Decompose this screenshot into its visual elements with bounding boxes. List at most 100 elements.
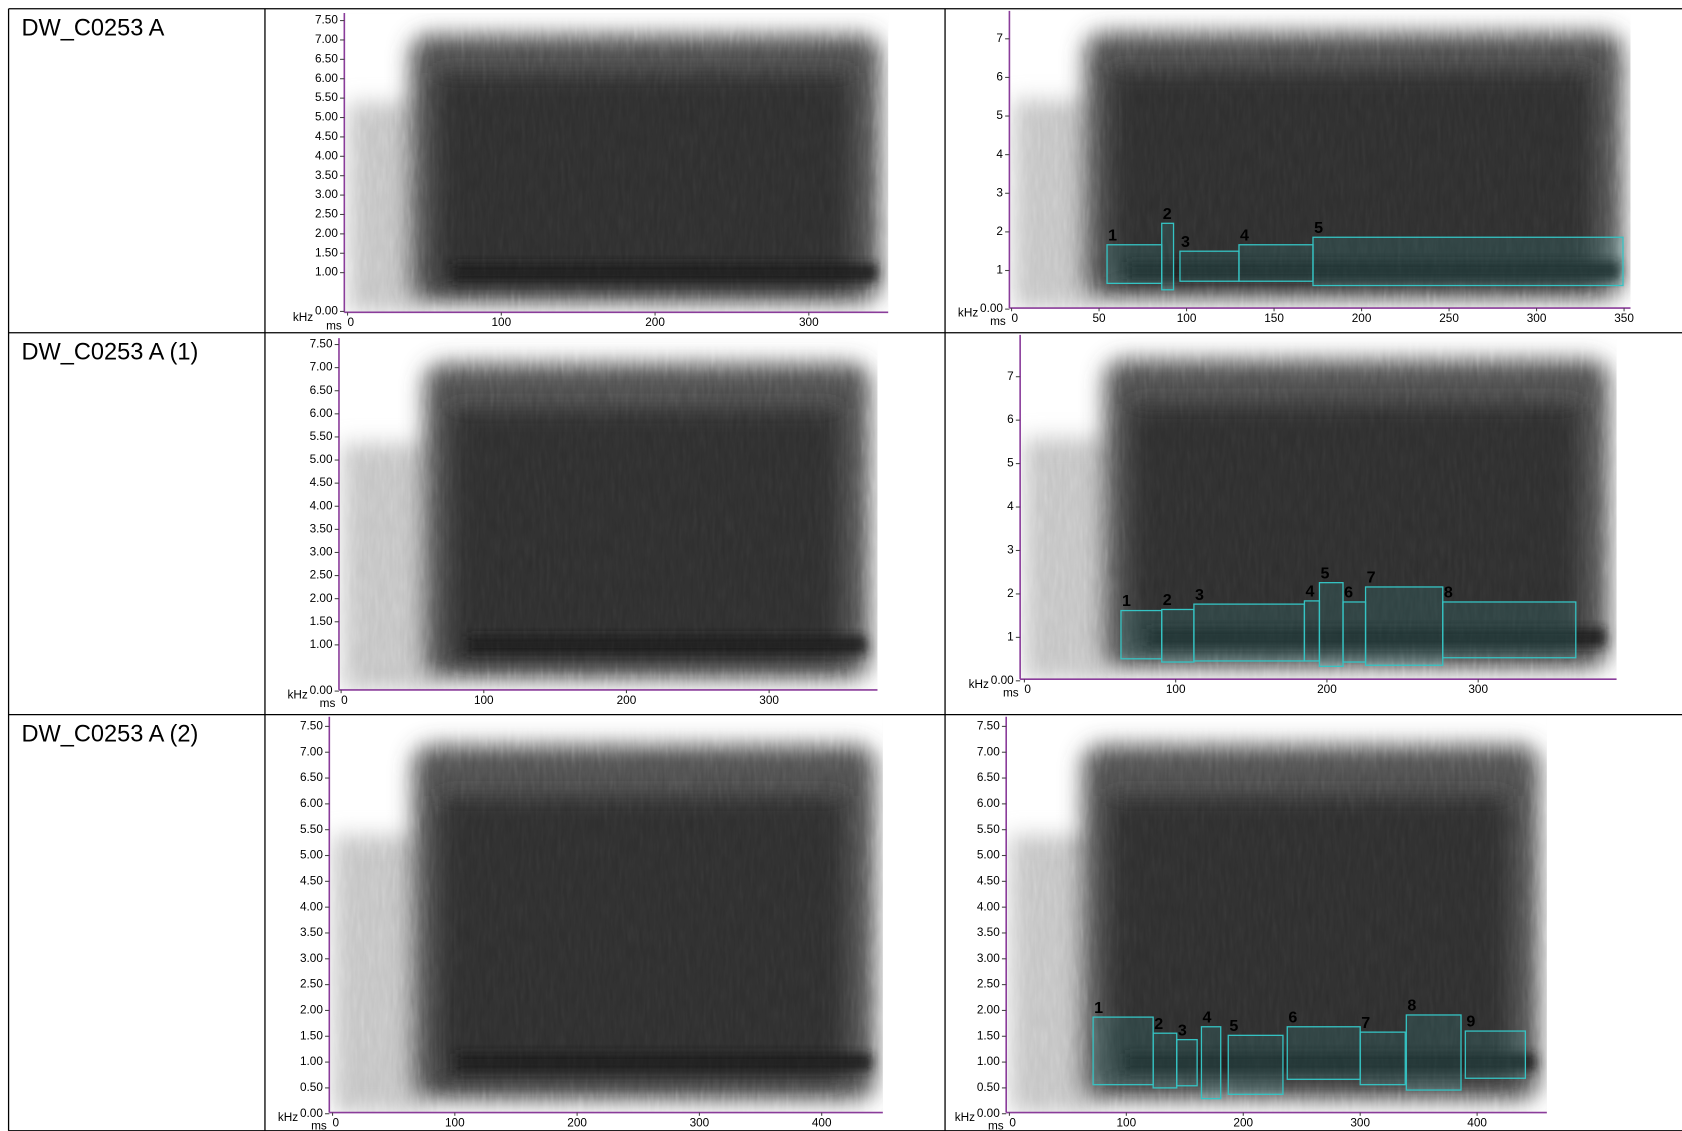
y-tick-label: 2.00	[300, 1004, 323, 1017]
x-tick-label: 300	[759, 694, 779, 707]
y-tick-label: 1.50	[300, 1029, 323, 1042]
x-tick-label: 200	[1233, 1116, 1253, 1129]
y-tick-label: 4	[1007, 500, 1014, 513]
y-tick-label: 0.50	[300, 1081, 323, 1094]
y-tick-label: 7.00	[977, 745, 1000, 758]
y-tick-label: 4.50	[310, 476, 333, 489]
segment-box	[1312, 236, 1624, 287]
y-tick-label: 4.00	[315, 149, 338, 162]
x-tick-label: 100	[1177, 312, 1197, 325]
segment-label: 5	[1314, 219, 1323, 237]
y-tick-label: 0.50	[977, 1081, 1000, 1094]
y-tick-label: 5.00	[300, 849, 323, 862]
y-tick-label: 4.50	[300, 874, 323, 887]
segment-box	[1161, 222, 1175, 291]
y-tick-label: 3.50	[315, 169, 338, 182]
x-tick-label: 200	[645, 316, 665, 329]
x-tick-label: 250	[1439, 312, 1459, 325]
segment-box	[1193, 603, 1306, 662]
y-tick-label: 4	[996, 148, 1003, 161]
x-tick-label: 400	[1467, 1116, 1487, 1129]
row-label: DW_C0253 A	[21, 15, 164, 41]
segment-label: 3	[1195, 586, 1204, 604]
y-tick-label: 6.50	[315, 52, 338, 65]
segment-label: 8	[1407, 997, 1416, 1015]
x-unit: ms	[990, 315, 1006, 328]
y-tick-label: 2.50	[310, 569, 333, 582]
y-tick-label: 7	[996, 32, 1003, 45]
y-tick-label: 1.00	[300, 1055, 323, 1068]
segment-label: 3	[1178, 1021, 1187, 1039]
x-tick-label: 100	[491, 316, 511, 329]
segment-box	[1238, 244, 1314, 282]
x-tick-label: 200	[567, 1116, 587, 1129]
segment-label: 6	[1288, 1008, 1297, 1026]
y-tick-label: 6.00	[300, 797, 323, 810]
y-tick-label: 6.50	[977, 771, 1000, 784]
y-tick-label: 1.00	[977, 1055, 1000, 1068]
spectrogram-panel: 7.50 7.00 6.50 6.00 5.50 5.00 4.50 4.00 3.50 3.00…	[955, 716, 1547, 1131]
y-tick-label: 0.00	[991, 674, 1014, 687]
y-tick-label: 3.00	[300, 952, 323, 965]
row-label: DW_C0253 A (1)	[21, 339, 198, 365]
segment-box	[1318, 582, 1344, 667]
segment-box	[1442, 601, 1577, 659]
y-tick-label: 2.50	[300, 978, 323, 991]
y-tick-label: 2.50	[315, 208, 338, 221]
grain	[345, 13, 889, 313]
y-tick-label: 6	[996, 71, 1003, 84]
y-tick-label: 0.00	[980, 302, 1003, 315]
y-tick-label: 3.00	[315, 188, 338, 201]
y-tick-label: 5.50	[315, 91, 338, 104]
y-tick-label: 2.00	[977, 1004, 1000, 1017]
segment-box	[1359, 1031, 1406, 1086]
x-tick-label: 0	[333, 1116, 340, 1129]
segment-label: 2	[1163, 591, 1172, 609]
segment-box	[1227, 1034, 1284, 1095]
y-tick-label: 7.50	[315, 14, 338, 27]
y-tick-label: 6.00	[310, 407, 333, 420]
x-tick-label: 0	[341, 694, 348, 707]
y-tick-label: 0.00	[315, 305, 338, 318]
segment-box	[1286, 1026, 1361, 1080]
grain	[330, 716, 883, 1113]
segment-box	[1342, 601, 1367, 663]
grain	[340, 338, 878, 690]
x-tick-label: 300	[690, 1116, 710, 1129]
y-tick-label: 3.50	[310, 522, 333, 535]
spectrogram-image	[345, 13, 889, 313]
segment-label: 4	[1305, 583, 1314, 601]
segment-box	[1464, 1030, 1527, 1079]
y-tick-label: 1.50	[315, 246, 338, 259]
y-tick-label: 6.50	[310, 384, 333, 397]
segment-label: 4	[1203, 1008, 1212, 1026]
y-tick-label: 5	[996, 109, 1003, 122]
y-tick-label: 4.50	[977, 874, 1000, 887]
segment-label: 4	[1240, 226, 1249, 244]
x-tick-label: 300	[1468, 683, 1488, 696]
y-unit: kHz	[958, 307, 978, 320]
x-tick-label: 150	[1264, 312, 1284, 325]
y-tick-label: 7.00	[315, 33, 338, 46]
y-tick-label: 3	[1007, 544, 1014, 557]
segment-box	[1092, 1016, 1154, 1086]
segment-box	[1179, 250, 1240, 282]
segment-label: 6	[1344, 584, 1353, 602]
x-unit: ms	[311, 1120, 327, 1131]
x-tick-label: 400	[812, 1116, 832, 1129]
y-tick-label: 3.50	[977, 926, 1000, 939]
y-tick-label: 3	[996, 186, 1003, 199]
y-tick-label: 1.50	[310, 615, 333, 628]
y-tick-label: 5.50	[977, 823, 1000, 836]
x-unit: ms	[1003, 686, 1019, 699]
x-tick-label: 100	[1117, 1116, 1137, 1129]
x-tick-label: 50	[1093, 312, 1107, 325]
segment-box	[1200, 1026, 1222, 1100]
segment-box	[1176, 1038, 1198, 1087]
spectrogram-image	[1007, 716, 1547, 1113]
spectrogram-panel: 7.50 7.00 6.50 6.00 5.50 5.00 4.50 4.00 3.50 3.00…	[293, 13, 889, 333]
